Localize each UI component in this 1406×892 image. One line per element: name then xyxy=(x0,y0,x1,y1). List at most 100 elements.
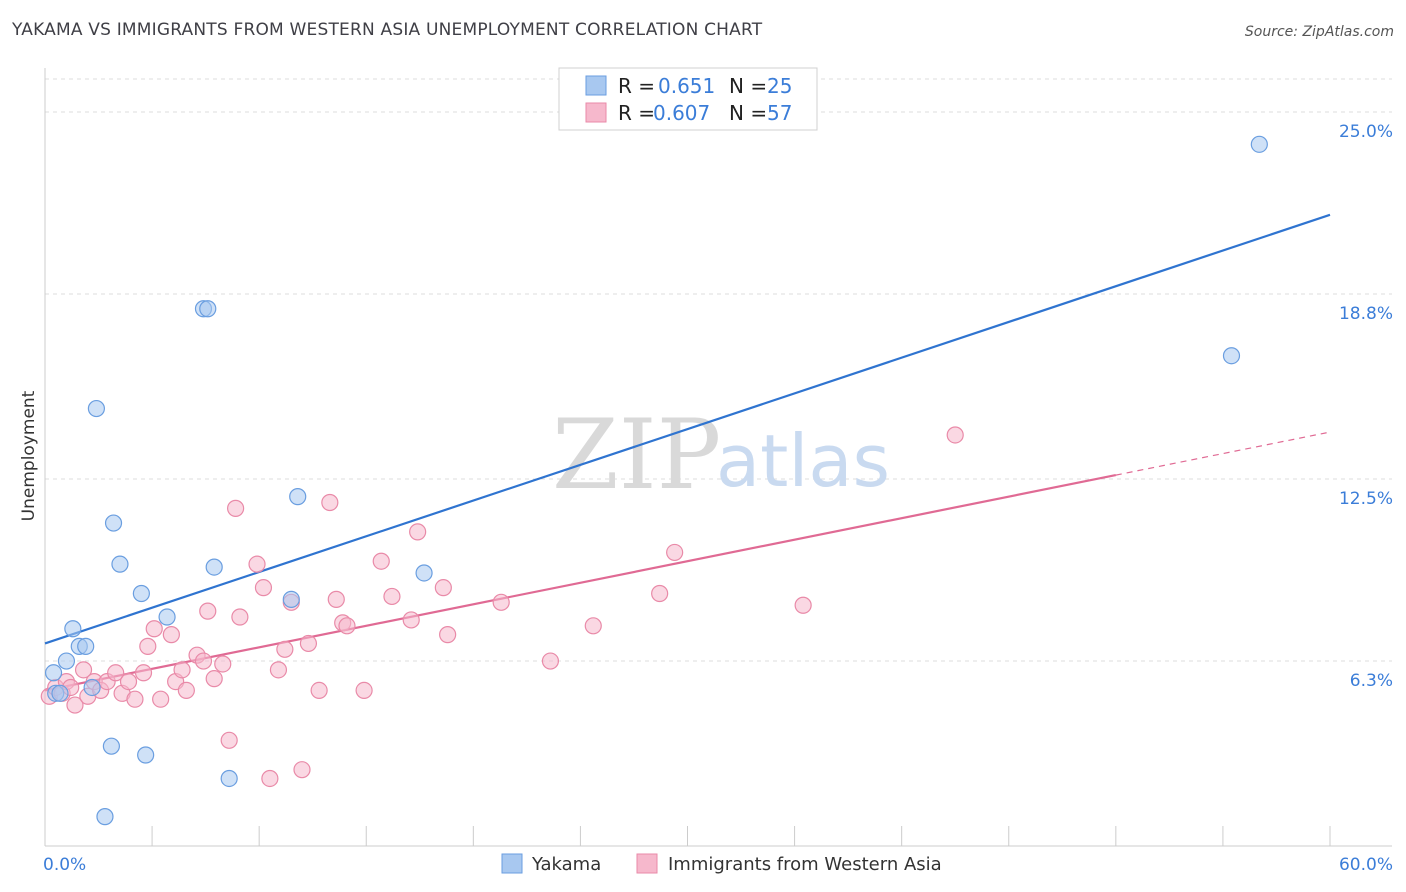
legend-swatch-immigrants xyxy=(585,102,607,123)
yakama-point xyxy=(282,590,300,608)
yakama-point xyxy=(289,488,307,506)
immigrants-point xyxy=(794,596,812,614)
yakama-point xyxy=(77,637,95,655)
x-ticks xyxy=(44,826,1331,846)
legend-n-value-immigrants: 57 xyxy=(767,101,792,125)
immigrants-point xyxy=(310,681,328,700)
immigrants-point xyxy=(220,731,238,749)
y-tick-label: 18.8% xyxy=(1339,304,1393,324)
y-tick-labels: 6.3% 12.5% 18.8% 25.0% xyxy=(1339,122,1393,691)
immigrants-point xyxy=(126,690,144,708)
immigrants-point xyxy=(139,637,157,655)
immigrants-point xyxy=(383,587,401,606)
immigrants-point xyxy=(651,584,669,603)
yakama-point xyxy=(132,584,150,603)
immigrants-point xyxy=(299,634,318,653)
immigrants-point xyxy=(261,769,279,788)
immigrants-point xyxy=(107,664,125,682)
immigrants-point xyxy=(409,523,427,541)
immigrants-point xyxy=(321,493,339,512)
yakama-point xyxy=(57,652,76,670)
bottom-legend: Yakama Immigrants from Western Asia xyxy=(501,853,942,875)
yakama-point xyxy=(415,564,433,582)
y-tick-label: 25.0% xyxy=(1339,122,1393,142)
legend-n-label-immigrants: N = xyxy=(729,101,767,125)
immigrants-point xyxy=(134,664,153,682)
yakama-point xyxy=(137,746,155,764)
trend-line-blue xyxy=(44,213,1331,645)
bottom-legend-swatch-immigrants xyxy=(636,853,658,874)
yakama-point xyxy=(199,300,217,318)
immigrants-point xyxy=(231,608,249,626)
watermark: ZIP atlas xyxy=(552,399,890,511)
immigrants-point xyxy=(194,652,213,670)
yakama-point xyxy=(111,555,129,573)
y-tick-label: 12.5% xyxy=(1339,489,1393,509)
immigrants-point xyxy=(177,681,195,700)
legend-n-value-yakama: 25 xyxy=(767,74,792,98)
immigrants-point xyxy=(119,672,138,691)
immigrants-point xyxy=(145,620,163,638)
bottom-legend-label-yakama: Yakama xyxy=(531,854,601,875)
source-credit: Source: ZipAtlas.com xyxy=(1244,24,1394,40)
legend-r-value-immigrants: 0.607 xyxy=(653,101,710,125)
immigrants-point xyxy=(162,626,180,644)
yakama-point xyxy=(44,664,63,682)
bottom-legend-swatch-yakama xyxy=(501,853,523,874)
yakama-point xyxy=(1222,347,1241,365)
yakama-point xyxy=(158,608,176,626)
immigrants-point xyxy=(276,640,294,658)
immigrants-point xyxy=(327,590,345,608)
yakama-point xyxy=(1250,135,1268,153)
immigrants-point xyxy=(338,617,356,635)
yakama-point xyxy=(205,558,223,576)
immigrants-point xyxy=(434,579,452,597)
immigrants-point xyxy=(248,555,266,573)
immigrants-point xyxy=(173,661,191,679)
legend-r-value-yakama: 0.651 xyxy=(658,74,715,98)
immigrants-point xyxy=(74,661,93,679)
bottom-legend-label-immigrants: Immigrants from Western Asia xyxy=(668,854,942,875)
immigrants-point xyxy=(293,761,311,779)
yakama-points xyxy=(44,135,1268,826)
immigrants-point xyxy=(205,670,223,688)
legend-r-label-yakama: R = xyxy=(618,74,655,98)
y-tick-label: 6.3% xyxy=(1350,671,1393,691)
immigrants-point xyxy=(666,543,684,562)
x-tick-label-min: 0.0% xyxy=(43,855,86,875)
immigrants-point xyxy=(355,681,373,700)
y-axis-label: Unemployment xyxy=(19,390,39,521)
yakama-point xyxy=(51,684,69,702)
yakama-point xyxy=(83,678,101,697)
chart-title: YAKAMA VS IMMIGRANTS FROM WESTERN ASIA U… xyxy=(12,20,763,40)
yakama-point xyxy=(220,769,238,788)
x-tick-label-max: 60.0% xyxy=(1339,855,1393,875)
legend-r-label-immigrants: R = xyxy=(618,101,655,125)
immigrants-point xyxy=(584,617,602,635)
immigrants-point xyxy=(66,696,84,714)
yakama-point xyxy=(87,399,106,418)
trend-line-pink xyxy=(44,474,1117,692)
immigrants-point xyxy=(199,602,217,620)
legend-n-label-yakama: N = xyxy=(729,74,767,98)
yakama-point xyxy=(102,737,120,755)
immigrants-point xyxy=(541,652,560,670)
watermark-zip: ZIP xyxy=(552,399,721,511)
immigrants-point xyxy=(152,690,170,708)
immigrants-point xyxy=(402,611,420,629)
grid-lines xyxy=(45,78,1392,662)
yakama-point xyxy=(96,808,114,826)
immigrants-point xyxy=(214,655,232,673)
legend: R = 0.651 N = 25 R = 0.607 N = 57 xyxy=(558,67,818,131)
watermark-atlas: atlas xyxy=(716,419,890,503)
axes xyxy=(44,68,1392,847)
immigrants-point xyxy=(439,626,457,644)
immigrants-point xyxy=(269,661,288,679)
trend-line-extension-pink xyxy=(1115,431,1331,476)
yakama-point xyxy=(64,620,82,638)
legend-swatch-yakama xyxy=(585,75,607,96)
immigrants-point xyxy=(946,426,964,444)
immigrants-point xyxy=(227,499,245,517)
immigrants-point xyxy=(372,552,390,570)
